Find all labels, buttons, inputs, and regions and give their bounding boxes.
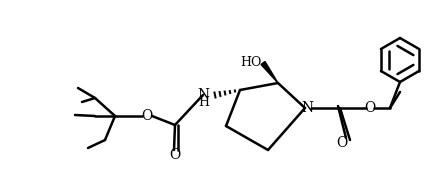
Text: O: O: [169, 148, 181, 162]
Text: N: N: [197, 88, 209, 102]
Text: H: H: [198, 96, 209, 108]
Text: N: N: [301, 101, 313, 115]
Text: O: O: [365, 101, 375, 115]
Polygon shape: [261, 62, 278, 83]
Text: O: O: [141, 109, 153, 123]
Text: HO: HO: [240, 56, 262, 68]
Text: O: O: [336, 136, 348, 150]
